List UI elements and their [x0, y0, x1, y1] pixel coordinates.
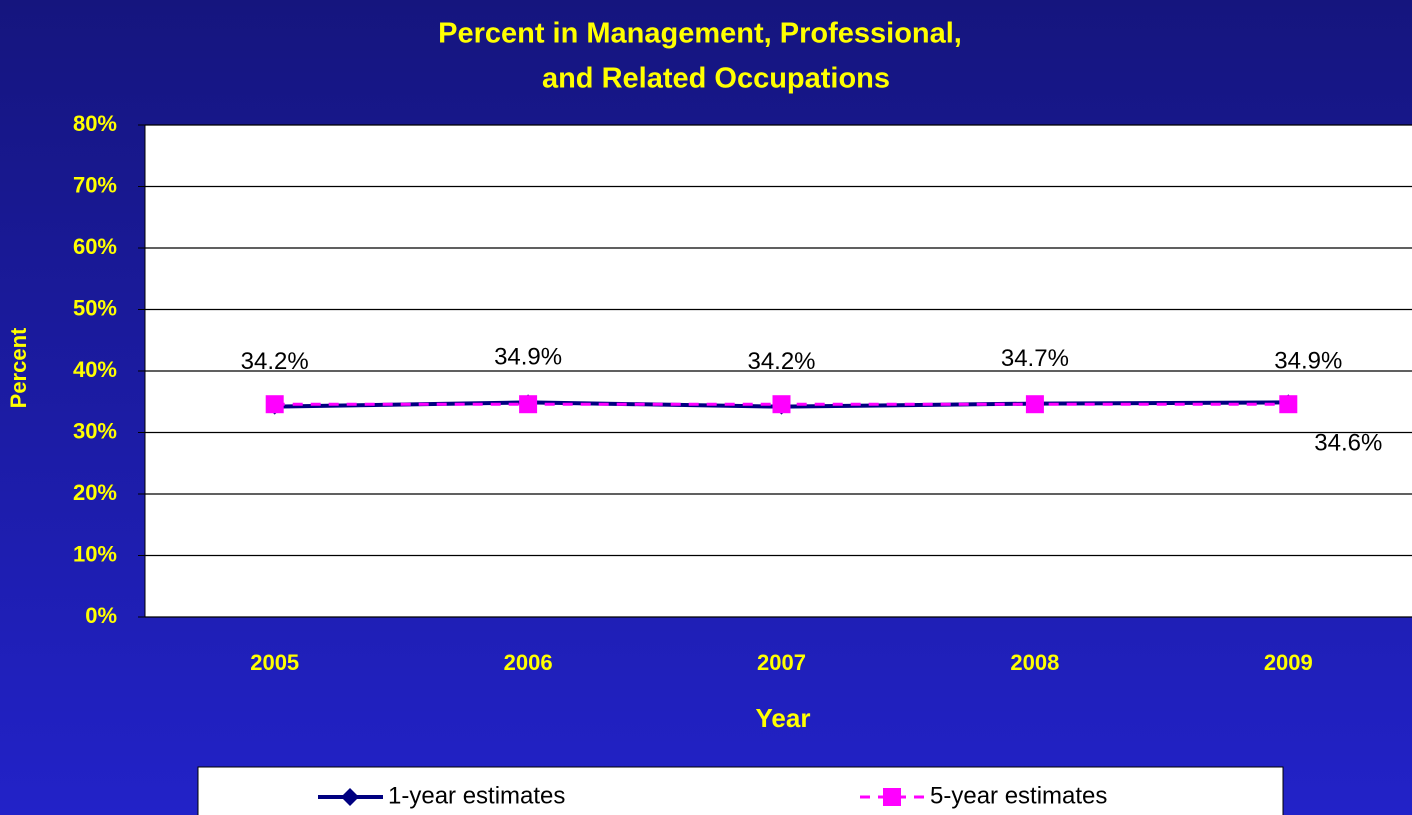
y-tick-label: 10% — [73, 541, 117, 566]
y-tick-label: 0% — [85, 603, 117, 628]
x-axis-title: Year — [756, 703, 811, 733]
x-tick-label: 2006 — [504, 650, 553, 675]
y-tick-label: 30% — [73, 418, 117, 443]
marker — [772, 395, 791, 414]
y-tick-label: 80% — [73, 111, 117, 136]
marker — [1025, 395, 1044, 414]
legend — [197, 766, 1284, 815]
legend-label: 5-year estimates — [930, 782, 1107, 809]
data-label: 34.2% — [747, 348, 815, 375]
marker — [1279, 395, 1298, 414]
y-tick-label: 20% — [73, 480, 117, 505]
y-axis-title: Percent — [6, 327, 31, 408]
x-tick-label: 2009 — [1264, 650, 1313, 675]
y-tick-label: 70% — [73, 172, 117, 197]
marker — [519, 395, 538, 414]
y-tick-label: 60% — [73, 234, 117, 259]
chart-title: and Related Occupations — [542, 63, 890, 95]
data-label: 34.9% — [1274, 348, 1342, 375]
y-tick-label: 50% — [73, 295, 117, 320]
data-label: 34.7% — [1001, 345, 1069, 372]
legend-marker — [883, 788, 901, 806]
legend-label: 1-year estimates — [388, 782, 565, 809]
marker — [265, 395, 284, 414]
chart-title: Percent in Management, Professional, — [438, 18, 962, 50]
y-tick-label: 40% — [73, 357, 117, 382]
legend-marker — [341, 788, 359, 806]
x-tick-label: 2007 — [757, 650, 806, 675]
data-label: 34.9% — [494, 344, 562, 371]
x-tick-label: 2005 — [250, 650, 299, 675]
data-label: 34.6% — [1314, 430, 1382, 457]
x-tick-label: 2008 — [1010, 650, 1059, 675]
data-label: 34.2% — [241, 348, 309, 375]
